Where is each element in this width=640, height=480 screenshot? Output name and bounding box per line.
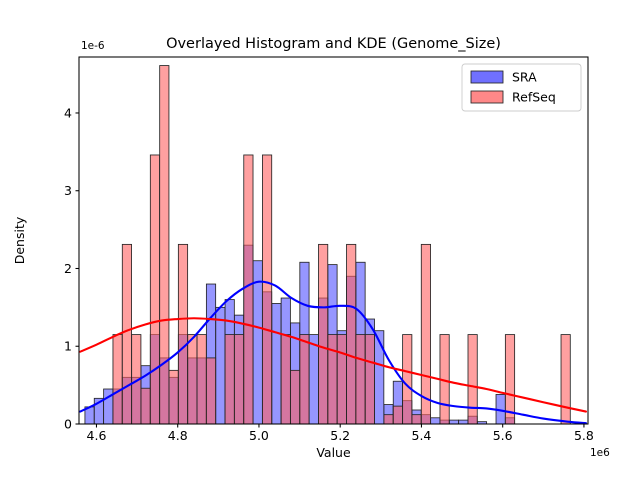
y-tick-label: 2 xyxy=(64,261,72,276)
axes-spines xyxy=(78,56,589,425)
histogram-series-refseq xyxy=(112,65,571,425)
histogram-bar xyxy=(149,154,161,425)
histogram-bar xyxy=(411,414,422,425)
histogram-bar xyxy=(243,154,254,425)
x-tick-label: 5.6 xyxy=(493,428,513,443)
y-tick-label: 0 xyxy=(64,416,72,431)
y-tick-label: 1 xyxy=(64,339,72,354)
axes-layer xyxy=(75,56,589,428)
histogram-bar xyxy=(308,334,319,425)
histogram-bar xyxy=(560,334,571,425)
histogram-bar xyxy=(355,334,366,425)
kde-curve-sra xyxy=(79,280,588,425)
histogram-bar xyxy=(448,419,459,425)
legend-label-refseq: RefSeq xyxy=(512,90,556,105)
histogram-bar xyxy=(290,369,301,425)
histogram-bar xyxy=(215,306,226,425)
histogram-bar xyxy=(262,154,273,425)
x-tick-label: 5.8 xyxy=(574,428,594,443)
x-tick-label: 4.8 xyxy=(168,428,188,443)
y-tick-label: 4 xyxy=(64,105,72,120)
chart-legend[interactable]: SRA RefSeq xyxy=(461,63,582,112)
histogram-bar xyxy=(364,334,375,425)
x-offset-text: 1e6 xyxy=(590,447,610,459)
axis-labels-layer: 4.6 4.8 5.0 5.2 5.4 5.6 5.8 0 1 2 3 4 1e-6 1e6 Value De… xyxy=(12,36,610,460)
y-axis-label-text: Density xyxy=(12,216,27,264)
legend-entry-sra[interactable]: SRA xyxy=(470,70,537,85)
histogram-bar xyxy=(168,369,179,425)
histogram-bar xyxy=(271,303,282,425)
histogram-bar xyxy=(299,334,310,425)
histogram-bar xyxy=(205,357,217,425)
histogram-bar xyxy=(383,414,394,425)
histogram-bar xyxy=(458,419,469,425)
histogram-bar xyxy=(402,334,413,425)
legend-label-sra: SRA xyxy=(512,70,537,85)
histogram-bar xyxy=(318,243,329,425)
histogram-bar xyxy=(121,243,132,425)
kde-curve-refseq xyxy=(79,317,588,413)
histogram-bar xyxy=(467,334,478,425)
y-tick-label: 3 xyxy=(64,183,72,198)
legend-swatch-sra xyxy=(470,70,504,84)
histogram-bar xyxy=(336,334,347,425)
x-axis-label-text: Value xyxy=(316,445,351,460)
histogram-bar xyxy=(252,260,263,425)
chart-title-text: Overlayed Histogram and KDE (Genome_Size… xyxy=(166,36,501,52)
kde-curves-layer xyxy=(79,280,588,425)
histogram-bar xyxy=(224,334,235,425)
x-tick-label: 5.0 xyxy=(249,428,269,443)
histogram-bar xyxy=(187,334,198,425)
histogram-bar xyxy=(327,334,338,425)
histogram-bar xyxy=(430,417,441,425)
legend-entry-refseq[interactable]: RefSeq xyxy=(470,90,556,105)
histogram-bar xyxy=(140,387,151,425)
histogram-bar xyxy=(159,65,170,425)
x-tick-label: 5.2 xyxy=(330,428,350,443)
histogram-bar xyxy=(112,334,123,425)
histogram-bar xyxy=(374,330,385,425)
legend-swatch-refseq xyxy=(470,90,504,104)
histogram-bar xyxy=(233,334,245,425)
histogram-bar xyxy=(392,405,403,425)
x-tick-label: 5.4 xyxy=(412,428,432,443)
histogram-bar xyxy=(177,243,189,425)
histogram-bar xyxy=(346,243,357,425)
histogram-bar xyxy=(196,334,207,425)
y-offset-text: 1e-6 xyxy=(81,40,105,52)
x-tick-label: 4.6 xyxy=(87,428,107,443)
histogram-bar xyxy=(280,334,291,425)
